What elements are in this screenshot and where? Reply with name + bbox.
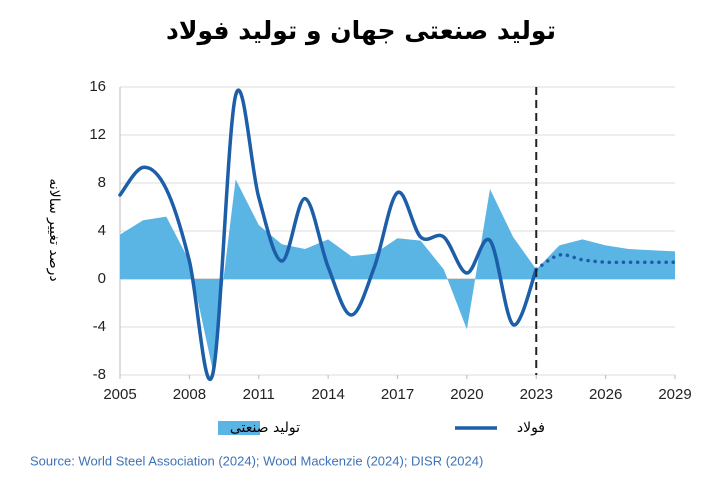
legend-label: تولید صنعتی (230, 420, 300, 436)
x-tick-label: 2029 (658, 386, 691, 403)
y-axis-label: درصد تغییر سالانه (46, 178, 62, 281)
y-tick-label: 4 (98, 222, 106, 239)
y-tick-label: -8 (93, 366, 106, 383)
legend-swatch (218, 421, 260, 435)
x-tick-label: 2017 (381, 386, 414, 403)
area (120, 179, 675, 369)
y-tick-label: 0 (98, 270, 106, 287)
y-tick-label: -4 (93, 318, 106, 335)
y-tick-label: 16 (89, 78, 106, 95)
y-tick-label: 8 (98, 174, 106, 191)
source: Source: World Steel Association (2024); … (30, 453, 483, 468)
y-tick-label: 12 (89, 126, 106, 143)
x-tick-label: 2014 (311, 386, 344, 403)
x-tick-label: 2023 (520, 386, 553, 403)
forecast-line (534, 252, 677, 272)
x-tick-label: 2020 (450, 386, 483, 403)
legend-label: فولاد (517, 420, 545, 436)
chart-title: تولید صنعتی جهان و تولید فولاد (166, 16, 556, 46)
x-tick-label: 2026 (589, 386, 622, 403)
x-tick-label: 2008 (173, 386, 206, 403)
line (118, 88, 538, 381)
x-tick-label: 2005 (103, 386, 136, 403)
x-tick-label: 2011 (243, 386, 275, 403)
